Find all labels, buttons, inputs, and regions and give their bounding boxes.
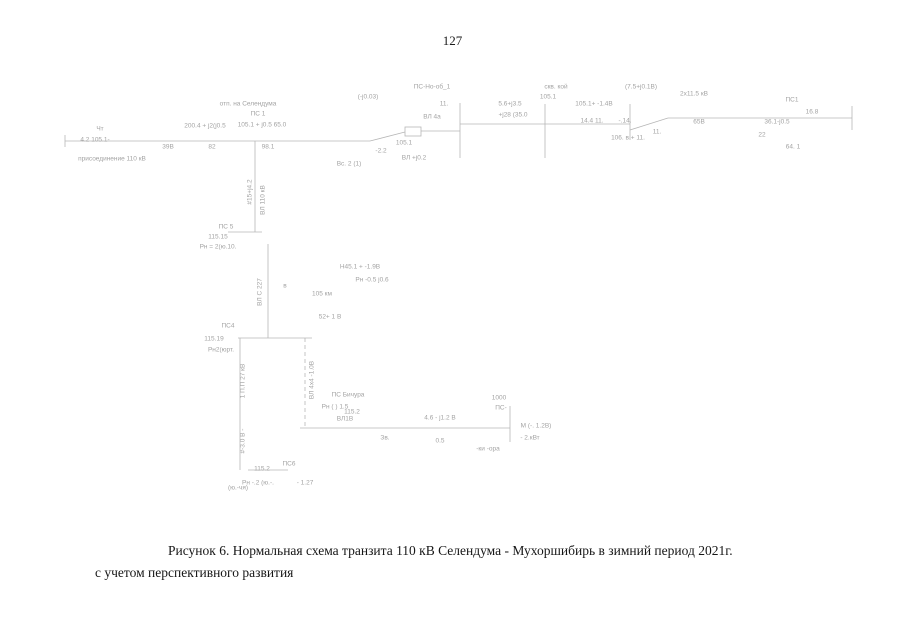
diagram-label: 16.8 [805, 108, 819, 116]
diagram-label: 5.6+j3.5 [498, 100, 522, 108]
diagram-label: +j28 (35.0 [498, 111, 528, 119]
figure-caption-line1: Рисунок 6. Нормальная схема транзита 110… [168, 543, 733, 558]
diagram-label: 98.1 [261, 143, 275, 151]
diagram-label: -ки -ора [476, 445, 500, 453]
diagram-label: ВЛ 110 кВ [259, 185, 267, 215]
diagram-label: присоединение 110 кВ [78, 155, 146, 163]
diagram-label: Вс. 2 (1) [336, 160, 362, 168]
diagram-label: 1000 [491, 394, 507, 402]
diagram-label: -.14. [618, 117, 632, 125]
diagram-label: - 2.кВт [520, 434, 540, 442]
diagram-label: ПС- [495, 404, 507, 412]
diagram-label: ПС 5 [218, 223, 234, 231]
diagram-label: 11. [439, 100, 449, 108]
diagram-label: Рн -0.5 j0.6 [355, 276, 389, 284]
diagram-label: Н45.1 + -1.9В [339, 263, 381, 271]
diagram-label: 115.2 [344, 408, 360, 416]
diagram-label: Рн ( ) 1.5 [321, 403, 349, 411]
diagram-label: ВЛ 4а [423, 113, 441, 121]
diagram-label: 14.4 11. [580, 117, 604, 125]
diagram-label: ПС6 [282, 460, 296, 468]
diagram-label: 39В [162, 143, 174, 151]
diagram-label: ВЛ1В [336, 415, 354, 423]
diagram-label: 115.19 [204, 335, 224, 343]
diagram-label: 1 П.П 27 кВ [239, 363, 247, 399]
diagram-label: 115.15 [208, 233, 228, 241]
diagram-label: #-3.0 В - [239, 428, 247, 454]
diagram-label: ПС4 [221, 322, 235, 330]
diagram-label: (ю.-чя) [227, 484, 249, 492]
page-number: 127 [442, 33, 463, 48]
diagram-label: 64. 1 [785, 143, 801, 151]
diagram-label: - 1.27 [296, 479, 314, 487]
diagram-label: 36.1-j0.5 [764, 118, 790, 126]
diagram-label: 105.1 + j0.5 65.0 [237, 121, 287, 129]
diagram-label: Чт [96, 125, 104, 133]
diagram-label: 82 [208, 143, 216, 151]
diagram-label: ВЛ +j0.2 [401, 154, 427, 162]
diagram-label: 4.2 105.1- [80, 136, 110, 144]
diagram-label: ПС Бичура [331, 391, 365, 399]
diagram-label: ПС-Но-об_1 [413, 83, 451, 91]
diagram-label: 11. [652, 128, 662, 136]
diagram-label: отп. на Селендума [219, 100, 277, 108]
diagram-label: 105.1 [395, 139, 413, 147]
diagram-label: Рн = 2(ю.10. [199, 243, 237, 251]
diagram-label: 4.6 - j1.2 В [424, 414, 456, 422]
diagram-label: ПС1 [785, 96, 799, 104]
diagram-label: 115.2 [254, 465, 270, 473]
diagram-label: 105 км [312, 290, 332, 298]
diagram-label: (7.5+j0.1В) [625, 83, 657, 91]
diagram-label: -2.2 [375, 147, 387, 155]
diagram-label: 2х11.5 кВ [679, 90, 709, 98]
diagram-label: скв. кой [544, 83, 568, 91]
diagram-label: Рн2(юрт. [207, 346, 235, 354]
diagram-label: Зв. [380, 434, 390, 442]
diagram-label: в [283, 282, 287, 290]
diagram-label: #15+j4.2 [246, 179, 254, 205]
diagram-label: 65В [693, 118, 705, 126]
diagram-label: ВЛ С 227 [256, 278, 264, 306]
diagram-label: 105.1+ -1.4В [575, 100, 613, 108]
diagram-label: 105.1 [539, 93, 557, 101]
figure-caption: Рисунок 6. Нормальная схема транзита 110… [95, 540, 835, 584]
diagram-label: Рн -.2 (ю.-. [242, 479, 274, 487]
diagram-label: 106. в + 11. [611, 134, 645, 142]
diagram-label: 0.5 [435, 437, 445, 445]
diagram-label: ВЛ 4х4 -1.0В [308, 360, 316, 400]
diagram-label: М (-. 1.2В) [520, 422, 552, 430]
diagram-label: 22 [758, 131, 766, 139]
diagram-label: ПС 1 [250, 110, 266, 118]
diagram-label: 200.4 + j2(j0.5 [184, 122, 226, 130]
diagram-label: 52+ 1 В [318, 313, 342, 321]
diagram-label: (-j0.03) [357, 93, 379, 101]
figure-caption-line2: с учетом перспективного развития [95, 565, 294, 580]
